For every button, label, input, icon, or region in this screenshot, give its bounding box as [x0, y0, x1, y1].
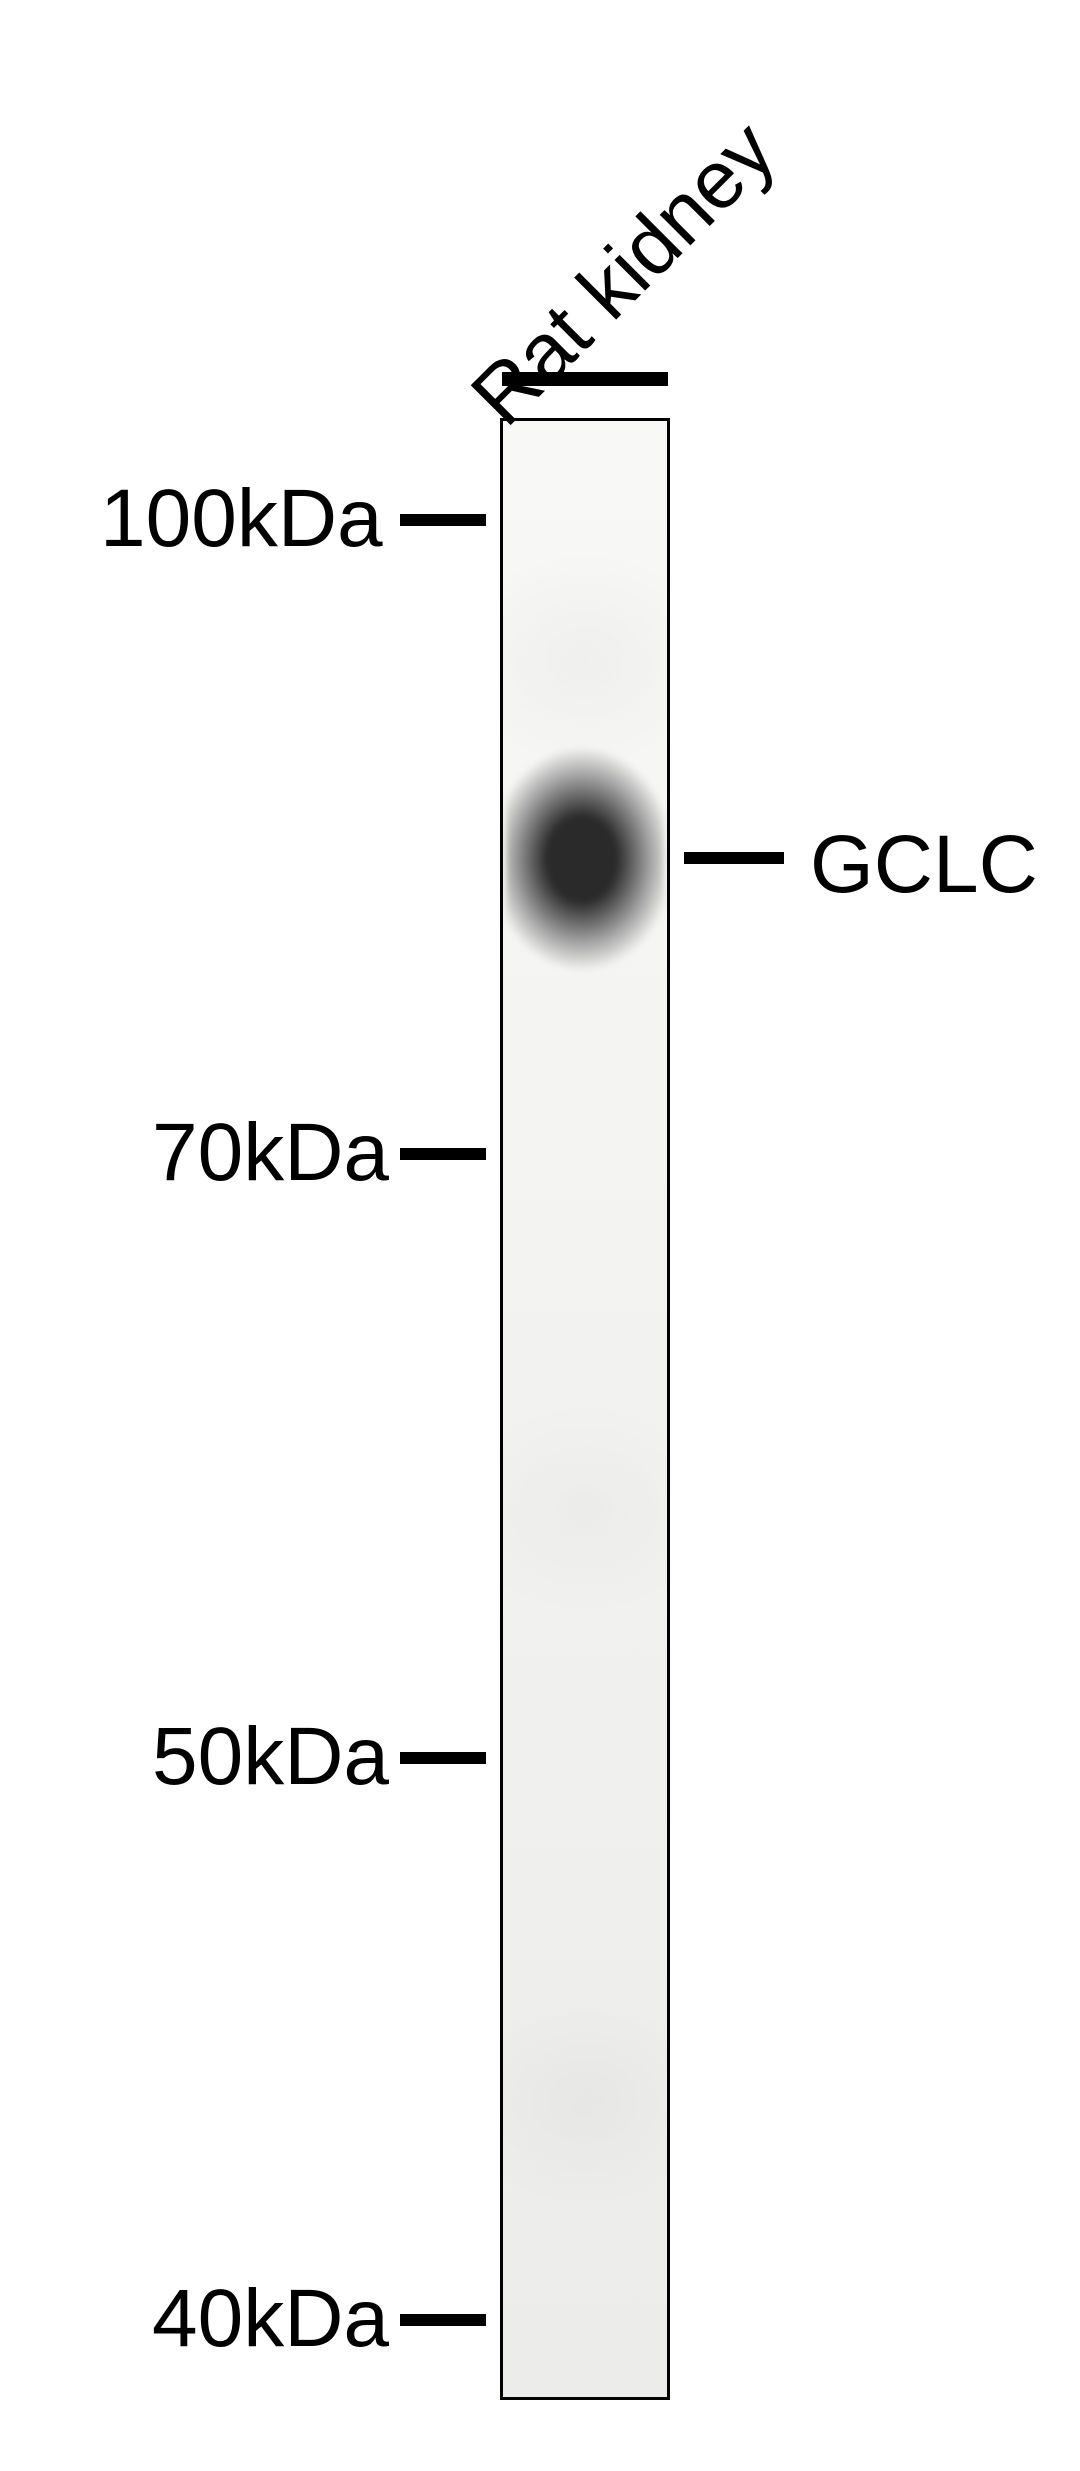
mw-marker-tick — [400, 2314, 486, 2326]
blot-lane — [500, 418, 670, 2400]
mw-marker-label: 50kDa — [152, 1710, 389, 1804]
gclc-band — [506, 738, 663, 980]
mw-marker-tick — [400, 514, 486, 526]
blot-lane-background — [503, 421, 667, 2397]
mw-marker-label: 70kDa — [152, 1106, 389, 1200]
lane-label: Rat kidney — [454, 104, 794, 444]
band-label: GCLC — [810, 818, 1038, 912]
mw-marker-tick — [400, 1752, 486, 1764]
band-label-tick — [684, 852, 784, 864]
mw-marker-tick — [400, 1148, 486, 1160]
western-blot-figure: Rat kidney 100kDa 70kDa 50kDa 40kDa GCLC — [0, 0, 1080, 2471]
mw-marker-label: 100kDa — [100, 472, 383, 566]
mw-marker-label: 40kDa — [152, 2272, 389, 2366]
